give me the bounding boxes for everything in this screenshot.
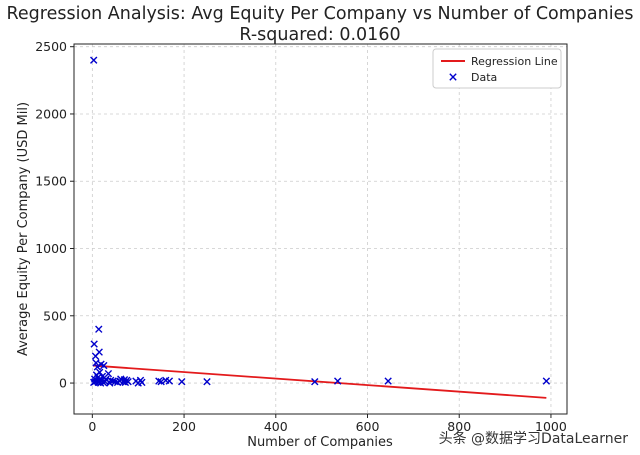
- data-point: [95, 348, 103, 356]
- x-tick-label: 0: [88, 419, 96, 434]
- axis-ticks: 0 200 400 600 800 1000 0 500 1000 1500 2000 2500: [35, 39, 567, 434]
- data-point: [124, 378, 132, 386]
- data-point: [106, 376, 115, 385]
- legend: Regression Line Data: [432, 48, 562, 89]
- data-point: [155, 377, 163, 385]
- data-point: [90, 340, 98, 348]
- data-point: [542, 377, 551, 385]
- x-tick-label: 1000: [535, 419, 567, 434]
- legend-regression-label: Regression Line: [471, 55, 558, 68]
- data-point: [90, 56, 98, 64]
- data-point: [100, 361, 108, 370]
- data-point: [334, 377, 342, 385]
- x-tick-label: 800: [447, 419, 471, 434]
- y-axis-label: Average Equity Per Company (USD Mil): [16, 102, 31, 356]
- regression-line: [93, 364, 547, 399]
- y-tick-label: 2000: [35, 106, 67, 121]
- y-tick-label: 0: [59, 376, 67, 391]
- data-point: [104, 369, 113, 378]
- x-tick-label: 600: [356, 419, 380, 434]
- grid: [74, 44, 567, 414]
- data-point: [95, 368, 104, 376]
- y-tick-label: 500: [43, 308, 67, 323]
- data-point: [203, 378, 211, 386]
- watermark: 头条 @数据学习DataLearner: [438, 431, 628, 447]
- plot-area: [73, 43, 568, 415]
- data-point: [157, 378, 165, 386]
- x-tick-label: 400: [264, 419, 288, 434]
- legend-box: [432, 48, 562, 89]
- data-point: [138, 378, 146, 387]
- data-point: [178, 378, 186, 386]
- data-point: [311, 378, 319, 386]
- y-tick-label: 1500: [35, 174, 67, 189]
- x-tick-label: 200: [172, 419, 196, 434]
- x-axis-label: Number of Companies: [247, 435, 393, 450]
- data-point: [165, 377, 174, 385]
- legend-data-swatch: [449, 73, 457, 81]
- legend-data-label: Data: [471, 71, 497, 84]
- y-tick-label: 2500: [35, 39, 67, 54]
- data-points-layer: [90, 56, 551, 387]
- data-point: [384, 377, 392, 385]
- data-point: [95, 325, 103, 333]
- chart-subtitle: R-squared: 0.0160: [239, 25, 400, 45]
- y-tick-label: 1000: [35, 241, 67, 256]
- regression-line-layer: [93, 364, 547, 399]
- chart-title: Regression Analysis: Avg Equity Per Comp…: [7, 4, 634, 24]
- data-point: [109, 377, 117, 385]
